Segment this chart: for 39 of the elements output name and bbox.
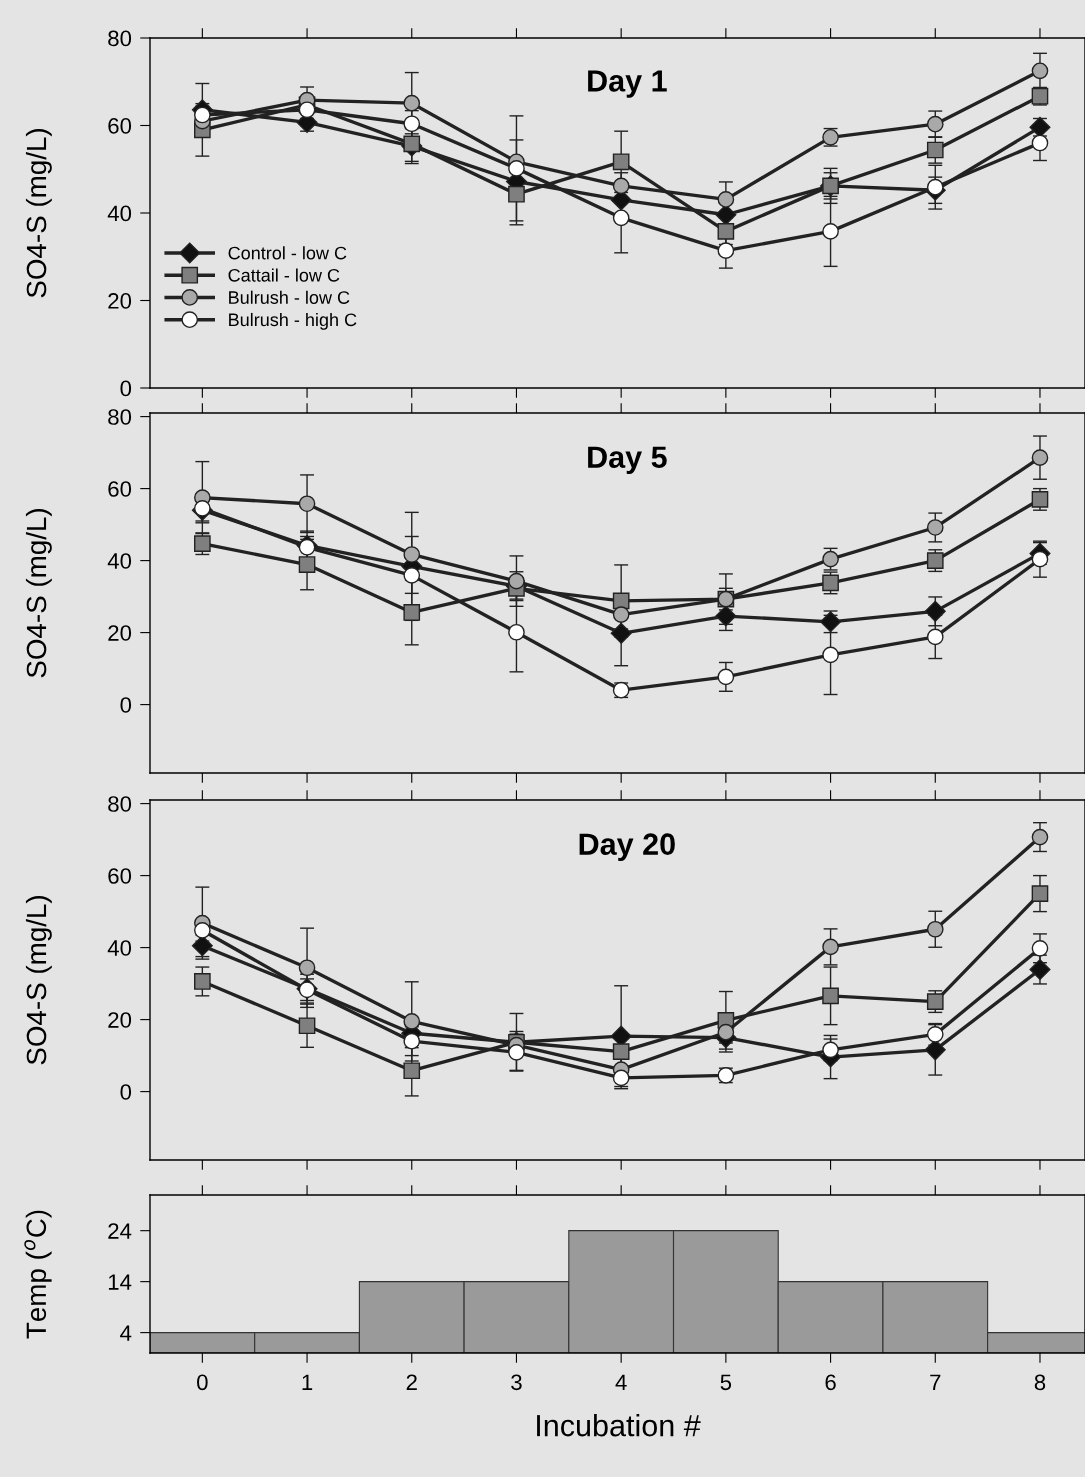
- y-tick-label: 60: [108, 868, 132, 884]
- y-tick-label: 80: [108, 409, 132, 425]
- legend-label: Cattail - low C: [228, 268, 340, 282]
- y-axis-title: SO4-S (mg/L): [25, 896, 52, 1065]
- y-tick-label: 40: [107, 205, 132, 222]
- y-tick-label: 20: [108, 1012, 132, 1028]
- y-axis-title: SO4-S (mg/L): [25, 129, 52, 298]
- y-tick-label: 40: [107, 940, 132, 956]
- y-tick-label: 60: [108, 481, 132, 497]
- y-tick-label: 20: [108, 293, 132, 309]
- y-axis-title: Temp ($^{o}$C): [24, 1210, 52, 1339]
- x-tick-label: 6: [825, 1374, 836, 1391]
- x-tick-label: 1: [302, 1374, 313, 1390]
- y-tick-label: 60: [108, 118, 132, 134]
- y-tick-label: 80: [108, 30, 132, 47]
- x-tick-label: 4: [615, 1374, 627, 1390]
- x-axis-title: Incubation #: [537, 1413, 701, 1437]
- x-tick-label: 5: [720, 1374, 732, 1391]
- x-tick-label: 0: [197, 1374, 208, 1391]
- y-tick-label: 20: [108, 625, 132, 641]
- y-tick-label: 14: [108, 1274, 132, 1290]
- text: Day 20: [579, 833, 675, 862]
- legend-label: Control - low C: [228, 246, 347, 260]
- x-tick-label: 3: [511, 1374, 522, 1391]
- y-tick-label: 40: [107, 553, 132, 569]
- x-tick-label: 2: [406, 1374, 417, 1390]
- text: Day 5: [588, 446, 667, 475]
- legend-label: Bulrush - high C: [229, 312, 357, 330]
- legend-label: Bulrush - low C: [229, 290, 350, 304]
- y-tick-label: 4: [120, 1325, 132, 1341]
- y-tick-label: 0: [120, 1084, 132, 1100]
- y-tick-label: 0: [120, 380, 132, 397]
- y-tick-label: 0: [120, 697, 132, 713]
- y-axis-title: SO4-S (mg/L): [25, 509, 52, 678]
- y-tick-label: 24: [108, 1223, 132, 1239]
- x-tick-label: 7: [930, 1374, 941, 1390]
- x-tick-label: 8: [1034, 1374, 1046, 1391]
- y-tick-label: 80: [108, 796, 132, 812]
- text: Day 1: [588, 70, 667, 98]
